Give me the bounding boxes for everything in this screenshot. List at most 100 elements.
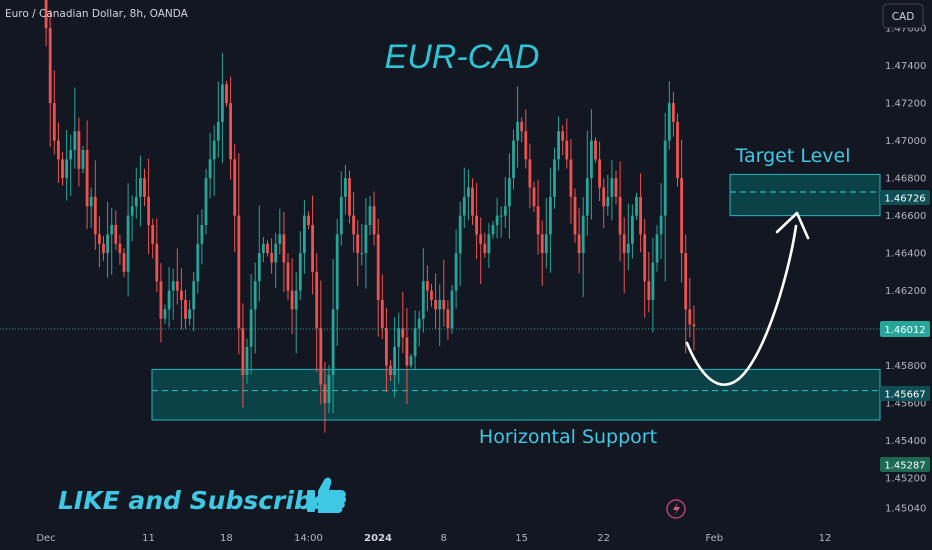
candle-body: [635, 196, 638, 216]
candle-body: [450, 290, 454, 329]
price-tick-label: 1.47200: [885, 99, 926, 110]
candle-body: [581, 215, 585, 254]
candle-body: [475, 215, 478, 235]
candle-body: [257, 253, 261, 282]
candle-body: [73, 131, 77, 150]
candle-body: [569, 159, 573, 197]
candle-body: [426, 281, 429, 291]
candle-body: [417, 318, 421, 329]
candle-body: [610, 178, 614, 197]
candle-body: [200, 225, 204, 244]
svg-text:1.46012: 1.46012: [884, 325, 925, 336]
candle-body: [606, 196, 610, 207]
candle-body: [134, 196, 138, 207]
candle-body: [442, 300, 446, 310]
candle-body: [647, 281, 651, 300]
candle-body: [294, 290, 298, 310]
time-tick-label: 11: [142, 533, 155, 544]
time-axis[interactable]: Dec 11 18 14:00 2024 8 15 22 Feb 12: [36, 533, 831, 544]
price-axis[interactable]: 1.47600 1.47400 1.47200 1.47000 1.46800 1.466…: [885, 24, 926, 515]
candle-body: [143, 178, 146, 197]
svg-text:CAD: CAD: [892, 11, 915, 23]
candle-body: [393, 346, 396, 375]
candle-body: [430, 290, 433, 300]
candle-body: [180, 290, 183, 300]
target-price-tag: 1.46726: [880, 190, 930, 205]
zone-rect[interactable]: [729, 173, 881, 217]
thumbs-up-icon: [307, 477, 347, 513]
candle-body: [471, 187, 474, 216]
candle-body: [184, 300, 187, 319]
zone-rect[interactable]: [151, 368, 881, 421]
candle-body: [524, 131, 528, 160]
candle-body: [110, 225, 114, 235]
candle-body: [303, 215, 306, 254]
price-tick-label: 1.45040: [885, 504, 926, 515]
candle-body: [643, 234, 647, 282]
candles-layer: [44, 0, 696, 433]
candle-body: [65, 159, 68, 179]
candle-body: [622, 234, 626, 254]
candle-body: [536, 206, 540, 235]
low-price-tag: 1.45287: [880, 457, 930, 472]
candle-body: [311, 225, 314, 272]
price-tick-label: 1.46800: [885, 174, 926, 185]
candle-body: [233, 159, 237, 216]
candle-body: [155, 243, 159, 282]
candle-body: [344, 178, 347, 197]
candle-body: [467, 187, 470, 197]
candle-body: [204, 178, 208, 225]
candle-body: [208, 159, 212, 179]
lightning-icon[interactable]: [666, 499, 686, 519]
target-level-label: Target Level: [735, 145, 851, 167]
time-tick-label: Feb: [705, 533, 723, 544]
price-tick-label: 1.45400: [885, 436, 926, 447]
price-tick-label: 1.46600: [885, 211, 926, 222]
candle-body: [577, 234, 581, 254]
time-tick-label: 22: [597, 533, 610, 544]
candle-body: [270, 253, 273, 263]
price-tick-label: 1.45800: [885, 361, 926, 372]
candle-body: [139, 178, 142, 197]
candle-body: [249, 309, 253, 347]
svg-text:1.45287: 1.45287: [884, 461, 925, 472]
candle-body: [274, 243, 278, 263]
symbol-info: Euro / Canadian Dollar, 8h, OANDA: [5, 8, 189, 20]
time-tick-label: Dec: [36, 533, 55, 544]
candle-body: [385, 328, 388, 366]
candle-body: [413, 328, 417, 357]
candle-body: [655, 234, 659, 263]
candle-body: [266, 243, 269, 254]
candle-body: [52, 103, 56, 141]
candle-body: [102, 243, 105, 254]
candle-body: [221, 84, 224, 122]
candle-body: [262, 243, 265, 254]
candle-body: [520, 121, 524, 132]
candle-body: [590, 140, 593, 179]
candle-body: [684, 253, 688, 310]
candle-body: [368, 206, 372, 225]
candle-body: [319, 328, 323, 385]
candle-body: [126, 215, 130, 272]
currency-button[interactable]: CAD: [882, 3, 924, 29]
candle-body: [175, 281, 179, 291]
candle-body: [171, 281, 175, 291]
candle-body: [397, 328, 401, 347]
candle-body: [454, 253, 458, 291]
candle-body: [61, 159, 64, 179]
candle-body: [561, 131, 565, 141]
candle-body: [405, 337, 409, 366]
candle-body: [585, 178, 589, 216]
candle-body: [331, 309, 335, 375]
candle-body: [680, 178, 683, 254]
candle-body: [93, 196, 97, 235]
price-tick-label: 1.46400: [885, 249, 926, 260]
svg-text:1.46726: 1.46726: [884, 194, 925, 205]
time-tick-label: 14:00: [294, 533, 323, 544]
candle-body: [229, 103, 232, 160]
candle-body: [81, 150, 85, 169]
candle-body: [479, 234, 483, 244]
candle-body: [98, 234, 101, 244]
candle-body: [44, 0, 48, 29]
